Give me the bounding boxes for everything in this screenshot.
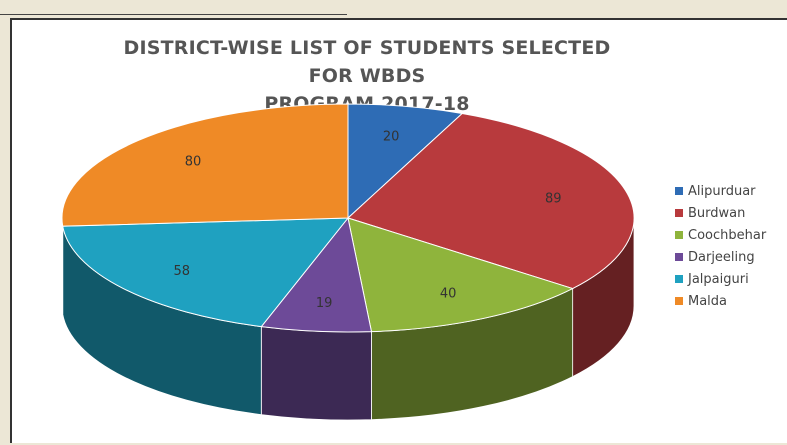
legend-swatch [675,209,683,217]
chart-area: DISTRICT-WISE LIST OF STUDENTS SELECTED … [10,18,787,443]
pie-side-darjeeling [260,326,372,421]
legend-item-alipurduar: Alipurduar [675,180,766,202]
legend-swatch [675,275,683,283]
top-border-line [0,0,347,15]
chart-title-line-1: DISTRICT-WISE LIST OF STUDENTS SELECTED … [123,37,611,87]
legend-item-jalpaiguri: Jalpaiguri [675,268,766,290]
pie-slice-coochbehar [347,217,574,333]
data-label-alipurduar: 20 [383,129,400,144]
legend-label: Coochbehar [688,227,767,243]
legend-label: Jalpaiguri [688,271,749,287]
legend-label: Burdwan [688,205,746,221]
legend-swatch [675,297,683,305]
legend-label: Malda [688,293,728,309]
data-label-malda: 80 [185,155,202,170]
legend: Alipurduar Burdwan Coochbehar Darjeeling Jal… [675,180,766,312]
legend-swatch [675,253,683,261]
legend-item-malda: Malda [675,290,766,312]
legend-item-darjeeling: Darjeeling [675,246,766,268]
legend-item-coochbehar: Coochbehar [675,224,766,246]
pie-slice-malda [61,103,349,227]
pie-slice-alipurduar [347,103,464,220]
pie-slice-jalpaiguri [62,217,350,328]
data-label-jalpaiguri: 58 [173,264,190,279]
legend-swatch [675,231,683,239]
data-label-coochbehar: 40 [440,286,457,301]
legend-item-burdwan: Burdwan [675,202,766,224]
data-label-burdwan: 89 [545,191,562,206]
pie-slice-burdwan [347,112,635,290]
data-label-darjeeling: 19 [316,296,333,311]
pie-side-malda [61,217,64,315]
legend-swatch [675,187,683,195]
legend-label: Alipurduar [688,183,756,199]
pie-chart: 20 89 40 19 58 80 [61,103,635,421]
legend-label: Darjeeling [688,249,755,265]
